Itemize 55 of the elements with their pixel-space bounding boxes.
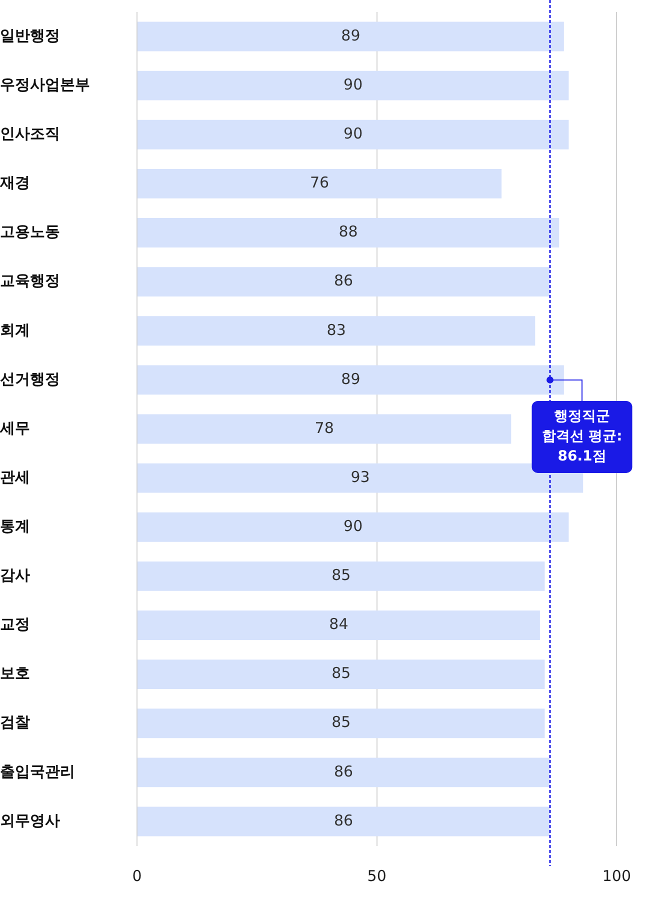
bar xyxy=(138,610,540,640)
y-tick-label: 보호 xyxy=(0,664,30,682)
bar xyxy=(138,70,569,100)
bar xyxy=(138,316,536,346)
y-tick-label: 관세 xyxy=(0,468,30,486)
y-tick-label: 검찰 xyxy=(0,713,30,732)
x-tick-label: 50 xyxy=(367,866,386,885)
data-label: 86 xyxy=(334,811,354,830)
annotation: 행정직군 합격선 평균: 86.1점 xyxy=(542,408,622,465)
data-label: 89 xyxy=(341,370,360,388)
data-label: 85 xyxy=(332,713,351,732)
bar xyxy=(138,512,569,542)
data-label: 90 xyxy=(344,124,363,143)
y-tick-label: 인사조직 xyxy=(0,124,60,143)
data-label: 89 xyxy=(341,26,360,44)
data-label: 84 xyxy=(329,615,348,634)
bar xyxy=(138,120,569,150)
x-tick-label: 0 xyxy=(132,866,142,885)
bar xyxy=(138,22,564,52)
data-label: 88 xyxy=(338,222,358,241)
data-label: 86 xyxy=(334,762,354,780)
y-tick-label: 세무 xyxy=(0,418,30,437)
y-tick-label: 출입국관리 xyxy=(0,762,75,780)
y-tick-label: 우정사업본부 xyxy=(0,75,90,94)
data-label: 86 xyxy=(334,272,354,290)
y-tick-label: 감사 xyxy=(0,566,30,584)
data-label: 85 xyxy=(332,664,351,682)
y-tick-label: 통계 xyxy=(0,517,30,536)
bar xyxy=(138,414,512,444)
y-tick-label: 일반행정 xyxy=(0,26,60,44)
data-label: 76 xyxy=(310,174,330,192)
bar xyxy=(138,463,584,493)
data-label: 78 xyxy=(314,418,334,437)
y-tick-label: 외무영사 xyxy=(0,811,60,830)
bar xyxy=(138,708,545,738)
x-tick-label: 100 xyxy=(602,866,632,885)
y-tick-label: 재경 xyxy=(0,174,30,192)
data-label: 90 xyxy=(344,75,363,94)
data-label: 85 xyxy=(332,566,351,584)
bar xyxy=(138,660,545,690)
data-label: 90 xyxy=(344,517,363,536)
bar xyxy=(138,267,550,297)
bar xyxy=(138,218,560,248)
bar xyxy=(138,561,545,591)
y-tick-label: 선거행정 xyxy=(0,370,60,388)
y-tick-label: 교정 xyxy=(0,615,30,634)
y-tick-label: 고용노동 xyxy=(0,222,60,241)
bar xyxy=(138,806,550,836)
bar xyxy=(138,758,550,788)
bar xyxy=(138,168,502,198)
y-tick-label: 교육행정 xyxy=(0,272,60,290)
bar xyxy=(138,365,564,395)
data-label: 93 xyxy=(350,468,370,486)
data-label: 83 xyxy=(326,320,346,339)
y-tick-label: 회계 xyxy=(0,320,30,339)
